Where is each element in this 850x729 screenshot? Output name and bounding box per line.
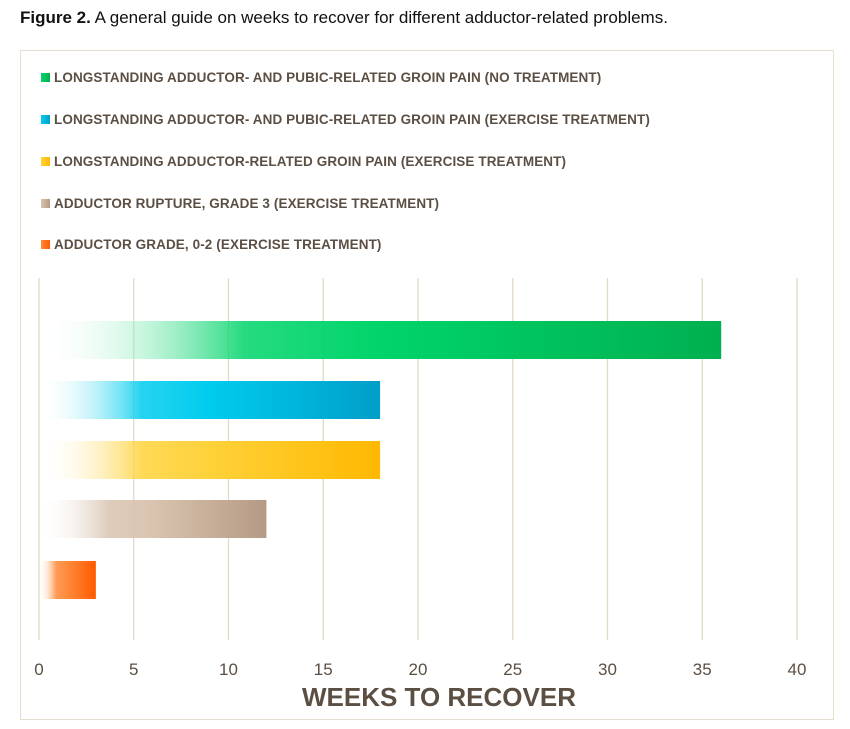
legend-item: LONGSTANDING ADDUCTOR- AND PUBIC-RELATED… bbox=[41, 109, 650, 129]
legend-label: ADDUCTOR RUPTURE, GRADE 3 (EXERCISE TREA… bbox=[54, 195, 440, 211]
bar bbox=[39, 321, 722, 359]
x-tick-label: 40 bbox=[788, 660, 807, 679]
legend-swatch bbox=[41, 72, 50, 82]
legend-item: LONGSTANDING ADDUCTOR-RELATED GROIN PAIN… bbox=[41, 151, 566, 171]
figure-caption-prefix: Figure 2. bbox=[20, 8, 91, 27]
legend-label: LONGSTANDING ADDUCTOR- AND PUBIC-RELATED… bbox=[54, 69, 602, 85]
x-tick-label: 35 bbox=[693, 660, 712, 679]
legend-label: LONGSTANDING ADDUCTOR- AND PUBIC-RELATED… bbox=[54, 111, 650, 127]
x-tick-label: 30 bbox=[598, 660, 617, 679]
figure-caption: Figure 2. A general guide on weeks to re… bbox=[20, 8, 668, 28]
bar bbox=[39, 500, 267, 538]
x-tick-label: 25 bbox=[503, 660, 522, 679]
bars bbox=[39, 321, 722, 599]
legend-swatch bbox=[41, 198, 50, 208]
x-tick-label: 5 bbox=[129, 660, 138, 679]
bar bbox=[39, 381, 381, 419]
legend-swatch bbox=[41, 156, 50, 166]
x-axis-label: WEEKS TO RECOVER bbox=[302, 682, 576, 712]
legend-item: ADDUCTOR GRADE, 0-2 (EXERCISE TREATMENT) bbox=[41, 234, 382, 254]
figure-caption-text: A general guide on weeks to recover for … bbox=[90, 8, 668, 27]
x-tick-label: 20 bbox=[409, 660, 428, 679]
legend-label: LONGSTANDING ADDUCTOR-RELATED GROIN PAIN… bbox=[54, 153, 567, 169]
legend-swatch bbox=[41, 239, 50, 249]
legend-item: LONGSTANDING ADDUCTOR- AND PUBIC-RELATED… bbox=[41, 67, 601, 87]
legend-label: ADDUCTOR GRADE, 0-2 (EXERCISE TREATMENT) bbox=[54, 236, 382, 252]
x-tick-label: 15 bbox=[314, 660, 333, 679]
legend-item: ADDUCTOR RUPTURE, GRADE 3 (EXERCISE TREA… bbox=[41, 193, 439, 213]
x-tick-label: 10 bbox=[219, 660, 238, 679]
x-tick-labels: 0 5 10 15 20 25 30 35 40 bbox=[34, 660, 806, 679]
legend-swatch bbox=[41, 114, 50, 124]
bar bbox=[39, 441, 381, 479]
x-tick-label: 0 bbox=[34, 660, 43, 679]
bar bbox=[39, 561, 96, 599]
